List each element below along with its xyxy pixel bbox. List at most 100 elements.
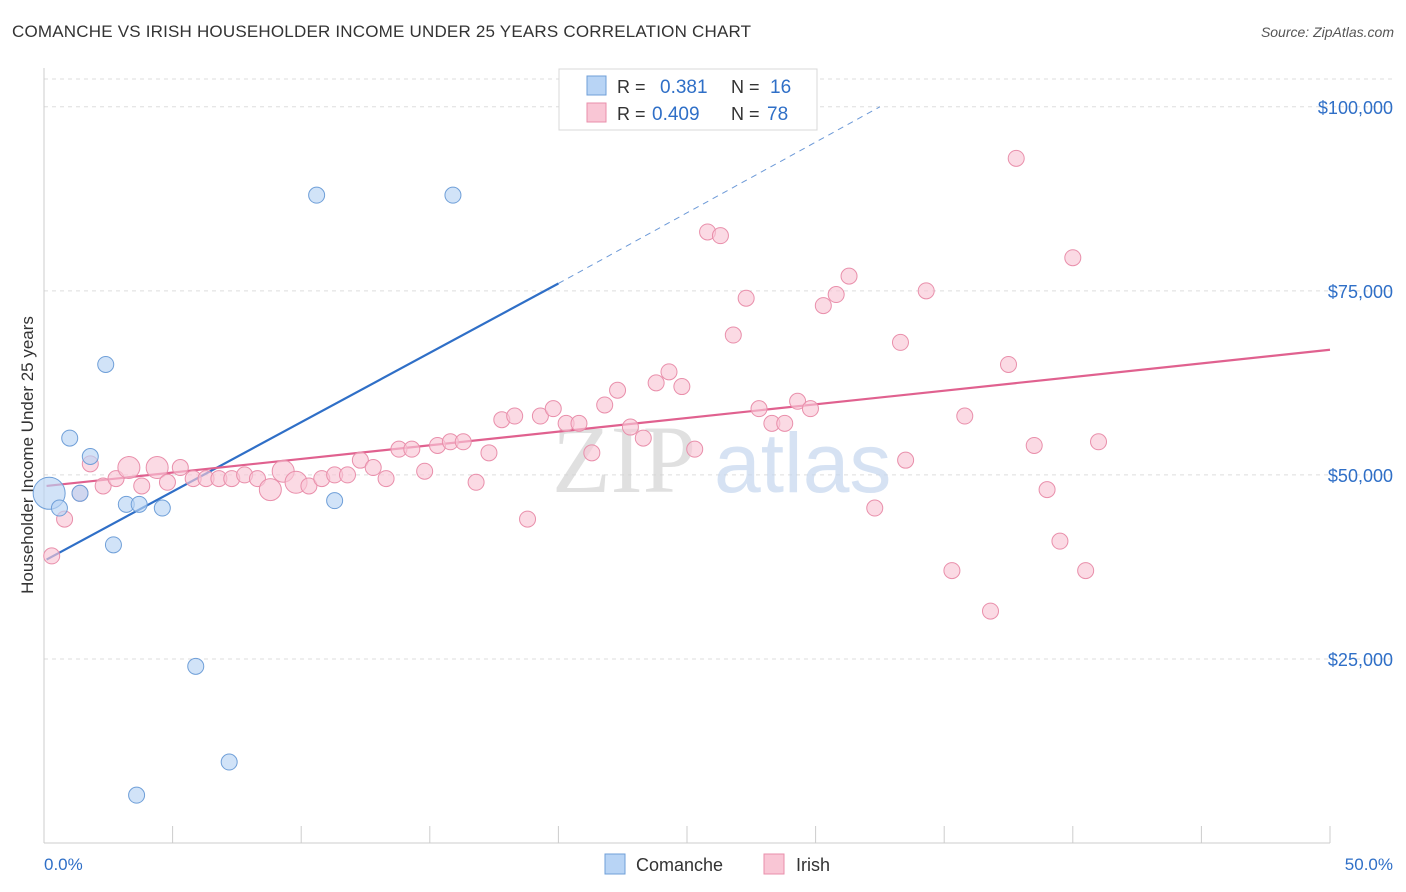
y-tick-label-1: $50,000 [1328, 466, 1393, 486]
point-irish-67 [943, 562, 961, 580]
point-irish-58 [789, 392, 807, 410]
legend-n-label-irish: N = [731, 104, 760, 124]
point-irish-73 [1038, 481, 1056, 499]
point-irish-36 [506, 407, 524, 425]
point-irish-62 [840, 267, 858, 285]
bottom-legend-label-comanche: Comanche [636, 855, 723, 875]
point-irish-0 [43, 547, 61, 565]
trend-line-irish [46, 348, 1331, 488]
point-irish-17 [258, 478, 282, 502]
trend-line-extension-comanche [558, 106, 881, 284]
trend-line-comanche [46, 282, 559, 561]
legend-n-value-irish: 78 [767, 104, 788, 125]
point-irish-49 [673, 378, 691, 396]
point-irish-66 [917, 282, 935, 300]
point-irish-8 [145, 456, 169, 480]
chart-title: COMANCHE VS IRISH HOUSEHOLDER INCOME UND… [12, 22, 752, 41]
point-irish-74 [1051, 532, 1069, 550]
point-irish-28 [403, 440, 421, 458]
legend-r-value-irish: 0.409 [652, 104, 700, 125]
point-comanche-9 [130, 495, 148, 513]
series-legend: Comanche Irish [604, 853, 830, 875]
point-irish-48 [660, 363, 678, 381]
point-irish-57 [776, 414, 794, 432]
point-comanche-4 [81, 448, 99, 465]
data-points [32, 149, 1108, 804]
stats-legend: R = 0.381 N = 16 R = 0.409 N = 78 [558, 68, 818, 131]
point-irish-69 [981, 602, 999, 620]
bottom-legend-swatch-irish [763, 853, 785, 875]
point-comanche-1 [50, 499, 68, 517]
point-irish-45 [621, 418, 639, 436]
point-comanche-15 [444, 186, 462, 204]
axes [43, 68, 1331, 844]
point-irish-7 [133, 477, 151, 495]
point-irish-76 [1077, 562, 1095, 580]
point-irish-4 [94, 477, 112, 495]
y-tick-label-3: $100,000 [1318, 98, 1393, 118]
point-irish-65 [897, 451, 915, 469]
point-irish-20 [300, 477, 318, 495]
point-irish-39 [544, 400, 562, 418]
trend-lines [46, 106, 1331, 561]
point-irish-46 [634, 429, 652, 447]
point-irish-68 [956, 407, 974, 425]
point-irish-10 [171, 459, 189, 477]
x-tick-label-max: 50.0% [1345, 855, 1393, 874]
point-comanche-12 [220, 753, 238, 771]
point-irish-34 [480, 444, 498, 462]
legend-r-value-comanche: 0.381 [660, 77, 708, 98]
point-irish-71 [1007, 149, 1025, 167]
point-comanche-11 [187, 657, 205, 675]
gridlines [44, 78, 1392, 660]
point-irish-33 [467, 473, 485, 491]
point-irish-26 [377, 470, 395, 488]
bottom-legend-label-irish: Irish [796, 855, 830, 875]
point-irish-23 [338, 466, 356, 484]
point-irish-25 [364, 459, 382, 477]
point-comanche-14 [326, 492, 344, 510]
point-irish-54 [737, 289, 755, 307]
point-irish-24 [351, 451, 369, 469]
point-comanche-6 [104, 536, 122, 554]
point-comanche-2 [61, 429, 79, 447]
point-irish-55 [750, 400, 768, 418]
point-irish-70 [1000, 355, 1017, 373]
point-irish-60 [814, 297, 832, 315]
point-irish-61 [827, 286, 845, 304]
point-irish-9 [158, 473, 176, 491]
point-irish-6 [117, 456, 141, 480]
y-tick-labels: $25,000 $50,000 $75,000 $100,000 [1318, 98, 1393, 670]
point-irish-63 [866, 499, 884, 517]
legend-swatch-irish [586, 102, 607, 123]
point-comanche-10 [153, 499, 171, 517]
point-comanche-13 [308, 186, 326, 204]
point-irish-72 [1025, 436, 1043, 454]
point-irish-50 [686, 440, 704, 458]
point-irish-64 [891, 333, 909, 351]
bottom-legend-swatch-comanche [604, 853, 626, 875]
x-tick-label-min: 0.0% [44, 855, 83, 874]
point-irish-77 [1090, 433, 1108, 451]
legend-swatch-comanche [586, 75, 607, 96]
point-irish-32 [454, 433, 472, 451]
watermark-atlas: atlas [714, 416, 891, 510]
point-irish-75 [1064, 249, 1082, 267]
point-irish-38 [531, 407, 549, 425]
point-irish-47 [647, 374, 665, 392]
legend-r-label-irish: R = [617, 104, 646, 124]
legend-r-label-comanche: R = [617, 77, 646, 97]
point-irish-43 [596, 396, 614, 414]
point-irish-59 [801, 400, 819, 418]
point-irish-52 [711, 227, 729, 245]
legend-n-value-comanche: 16 [770, 77, 791, 98]
point-irish-53 [724, 326, 742, 344]
chart-source: Source: ZipAtlas.com [1260, 24, 1394, 40]
point-comanche-5 [97, 355, 115, 373]
point-irish-37 [519, 510, 537, 528]
point-comanche-8 [128, 786, 146, 804]
y-tick-label-0: $25,000 [1328, 650, 1393, 670]
y-tick-label-2: $75,000 [1328, 282, 1393, 302]
point-irish-44 [609, 381, 627, 399]
